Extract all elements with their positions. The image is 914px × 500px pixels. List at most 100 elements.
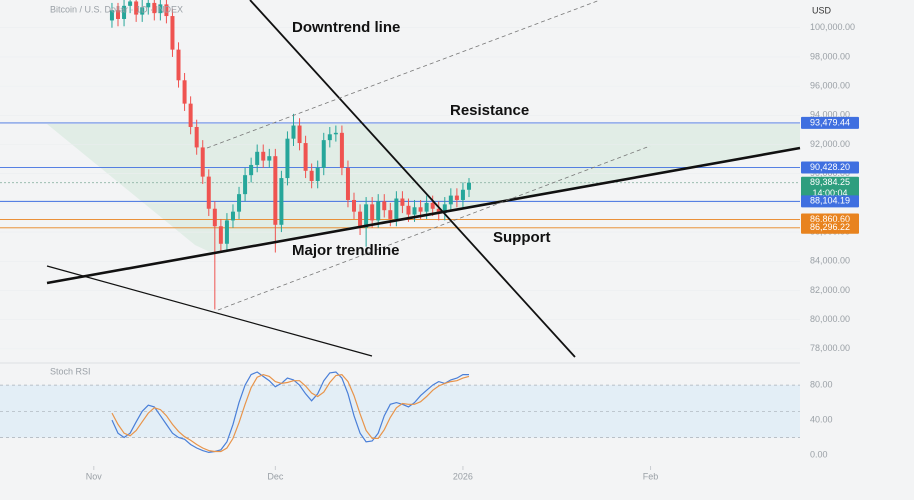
y-tick-label: 92,000.00 bbox=[810, 139, 850, 149]
candle-body bbox=[218, 226, 223, 244]
annotation: Major trendline bbox=[292, 242, 400, 259]
candle-body bbox=[321, 140, 326, 168]
candle-body bbox=[267, 156, 272, 161]
candle-body bbox=[466, 182, 471, 190]
price-label-box bbox=[801, 116, 859, 129]
candle-body bbox=[230, 211, 235, 221]
candle-body bbox=[352, 199, 357, 212]
candle-body bbox=[339, 132, 344, 168]
indicator-tick-label: 40.00 bbox=[810, 414, 833, 424]
candle-body bbox=[436, 208, 441, 214]
candle-body bbox=[358, 211, 363, 228]
indicator-line bbox=[111, 373, 470, 453]
channel-lower bbox=[217, 145, 651, 311]
annotation: Support bbox=[493, 229, 551, 246]
candle-body bbox=[279, 178, 284, 225]
candle-body bbox=[122, 5, 127, 19]
price-label-box bbox=[801, 176, 859, 201]
price-label-box bbox=[801, 195, 859, 208]
y-tick-label: 94,000.00 bbox=[810, 110, 850, 120]
x-tick-label: Feb bbox=[643, 471, 659, 481]
candle-body bbox=[315, 167, 320, 181]
candle-body bbox=[158, 4, 163, 14]
candle-body bbox=[128, 1, 133, 6]
indicator-tick-label: 80.00 bbox=[810, 379, 833, 389]
indicator-title: Stoch RSI bbox=[50, 366, 91, 376]
y-tick-label: 98,000.00 bbox=[810, 51, 850, 61]
price-label: 88,104.19 bbox=[810, 196, 850, 206]
candle-body bbox=[182, 80, 187, 104]
candle-body bbox=[152, 2, 157, 14]
y-tick-label: 100,000.00 bbox=[810, 22, 855, 32]
candle-body bbox=[406, 205, 411, 215]
candle-body bbox=[454, 195, 459, 200]
candle-body bbox=[237, 194, 242, 212]
candle-body bbox=[309, 170, 314, 181]
candle-body bbox=[394, 198, 399, 219]
candle-body bbox=[382, 201, 387, 211]
candle-body bbox=[261, 151, 266, 161]
price-label: 93,479.44 bbox=[810, 117, 850, 127]
candle-body bbox=[146, 2, 151, 8]
candle-body bbox=[206, 176, 211, 209]
x-tick-label: Dec bbox=[267, 471, 284, 481]
candle-body bbox=[364, 204, 369, 228]
price-label-box bbox=[801, 161, 859, 174]
candle-body bbox=[370, 204, 375, 221]
indicator-tick-label: 0.00 bbox=[810, 449, 828, 459]
price-label: 90,428.20 bbox=[810, 162, 850, 172]
candle-body bbox=[273, 156, 278, 225]
price-label: 86,296.22 bbox=[810, 222, 850, 232]
candle-body bbox=[400, 198, 405, 206]
candle-body bbox=[424, 202, 429, 212]
candle-body bbox=[243, 175, 248, 195]
candle-body bbox=[188, 103, 193, 127]
price-countdown: 14:00:04 bbox=[812, 188, 847, 198]
candle-body bbox=[333, 132, 338, 135]
downtrend-line bbox=[249, 0, 576, 358]
candle-body bbox=[140, 7, 145, 15]
x-tick-label: 2026 bbox=[453, 471, 473, 481]
candle-body bbox=[345, 167, 350, 200]
annotation: Downtrend line bbox=[292, 19, 400, 36]
price-label-box bbox=[801, 221, 859, 234]
candle-body bbox=[412, 207, 417, 215]
candle-body bbox=[430, 202, 435, 209]
candle-body bbox=[164, 4, 169, 17]
candle-body bbox=[376, 201, 381, 221]
annotation: Resistance bbox=[450, 102, 529, 119]
candle-body bbox=[176, 49, 181, 81]
candle-body bbox=[134, 1, 139, 15]
axis-unit: USD bbox=[812, 5, 832, 15]
y-tick-label: 84,000.00 bbox=[810, 256, 850, 266]
candle-body bbox=[200, 147, 205, 177]
y-tick-label: 80,000.00 bbox=[810, 314, 850, 324]
candle-body bbox=[109, 10, 114, 21]
candle-body bbox=[448, 195, 453, 205]
candle-body bbox=[170, 16, 175, 50]
price-label: 86,860.60 bbox=[810, 214, 850, 224]
y-tick-label: 78,000.00 bbox=[810, 343, 850, 353]
candle-body bbox=[418, 207, 423, 212]
candle-body bbox=[212, 208, 217, 227]
range-zone bbox=[47, 124, 800, 252]
x-tick-label: Nov bbox=[86, 471, 103, 481]
candle-body bbox=[460, 189, 465, 200]
candle-body bbox=[249, 164, 254, 176]
indicator-line bbox=[111, 371, 469, 454]
candle-body bbox=[327, 134, 332, 141]
y-tick-label: 82,000.00 bbox=[810, 285, 850, 295]
candle-body bbox=[291, 125, 296, 139]
candle-body bbox=[303, 143, 308, 171]
y-tick-label: 96,000.00 bbox=[810, 80, 850, 90]
candle-body bbox=[297, 125, 302, 144]
major-trendline bbox=[46, 146, 801, 285]
candle-body bbox=[388, 210, 393, 219]
candle-body bbox=[116, 10, 121, 19]
symbol-title: Bitcoin / U.S. Dollar · 1D · INDEX bbox=[50, 4, 183, 14]
candle-body bbox=[285, 138, 290, 179]
lower-trendline bbox=[46, 265, 373, 357]
candle-body bbox=[224, 220, 229, 244]
candle-body bbox=[442, 204, 447, 214]
